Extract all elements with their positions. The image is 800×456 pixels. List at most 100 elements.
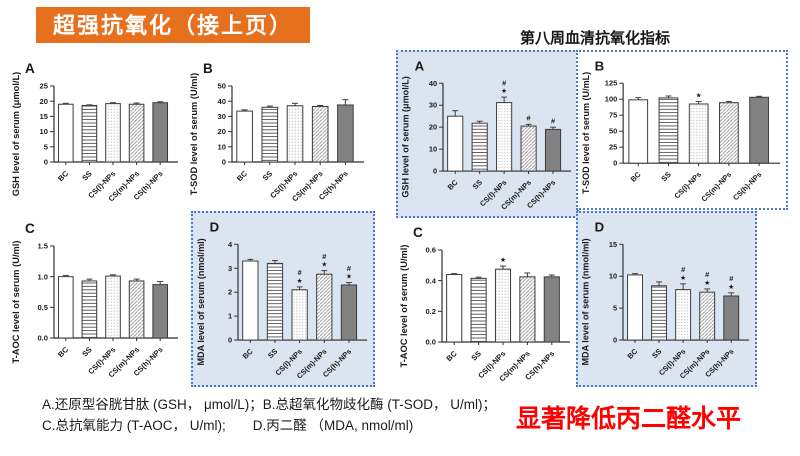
svg-text:SS: SS [650, 347, 663, 360]
svg-text:A: A [415, 59, 425, 74]
svg-text:10: 10 [40, 127, 48, 136]
bar-chart-left-taoc: 0.00.51.01.5BC SSCS(l)-NPsCS(m)-NPsCS(h)-… [11, 221, 178, 379]
svg-text:★: ★ [501, 88, 507, 95]
slide-title-banner: 超强抗氧化（接上页） [36, 7, 310, 43]
svg-text:1: 1 [228, 312, 232, 321]
svg-text:B: B [595, 59, 605, 74]
svg-text:T-AOC level of serum (U/ml): T-AOC level of serum (U/ml) [399, 245, 409, 368]
legend-footnote-line2: C.总抗氧能力 (T-AOC， U/ml); D.丙二醛 （MDA, nmol/… [42, 418, 414, 433]
svg-text:GSH level of serum (μmol/L): GSH level of serum (μmol/L) [11, 72, 21, 197]
svg-text:0: 0 [613, 159, 617, 168]
svg-text:C: C [413, 225, 423, 240]
svg-text:30: 30 [218, 112, 226, 121]
svg-text:BC: BC [625, 346, 639, 360]
svg-text:CS(l)-NPs: CS(l)-NPs [672, 170, 703, 200]
svg-text:A: A [25, 61, 35, 76]
svg-text:125: 125 [605, 79, 617, 88]
svg-text:0.0: 0.0 [425, 338, 436, 347]
svg-text:BC: BC [235, 169, 249, 183]
svg-text:★: ★ [704, 280, 710, 287]
svg-text:5: 5 [44, 142, 49, 151]
svg-text:15: 15 [609, 240, 617, 249]
svg-text:10: 10 [609, 272, 617, 281]
svg-text:50: 50 [218, 82, 226, 91]
svg-text:0.5: 0.5 [37, 303, 48, 312]
svg-text:10: 10 [218, 142, 226, 151]
legend-footnote-line1: A.还原型谷胱甘肽 (GSH， μmol/L)；B.总超氧化物歧化酶 (T-SO… [42, 397, 497, 412]
svg-text:20: 20 [40, 97, 48, 106]
chart-right-gsh-highlight-box: 0 10 20 30 40 BC SS ★ # CS(l)-NPs # CS(m)-NPs # CS(h)… [396, 50, 579, 218]
svg-text:SS: SS [261, 169, 275, 183]
svg-text:0.0: 0.0 [37, 334, 48, 343]
svg-text:40: 40 [218, 97, 226, 106]
svg-text:★: ★ [321, 262, 327, 269]
bar-chart-right-tsod: 0 25 50 75 100 125 BC SS ★ CS(l)-NPsCS(m)-NPsCS(h… [581, 59, 781, 204]
svg-text:50: 50 [609, 127, 617, 136]
chart-right-tsod-box: 0 25 50 75 100 125 BC SS ★ CS(l)-NPs CS(m)-NPs CS(h… [576, 50, 788, 210]
svg-text:3: 3 [228, 264, 232, 273]
svg-text:0: 0 [228, 336, 232, 345]
svg-text:D: D [595, 220, 605, 235]
svg-text:0: 0 [613, 336, 617, 345]
legend-footnote: A.还原型谷胱甘肽 (GSH， μmol/L)；B.总超氧化物歧化酶 (T-SO… [42, 394, 512, 436]
svg-text:★: ★ [728, 284, 734, 291]
svg-text:0: 0 [44, 158, 48, 167]
svg-text:CS(h)-NPs: CS(h)-NPs [731, 170, 763, 202]
svg-text:C: C [25, 221, 35, 236]
bar-chart-right-taoc: 0.00.20.40.6BC SS★CS(l)-NPsCS(m)-NPsCS(h)… [399, 225, 570, 383]
svg-text:5: 5 [613, 304, 617, 313]
svg-text:0.6: 0.6 [425, 246, 436, 255]
svg-text:T-SOD level of serum (U/ml): T-SOD level of serum (U/ml) [189, 73, 199, 195]
svg-text:T-AOC level of serum (U/ml): T-AOC level of serum (U/ml) [11, 241, 21, 364]
svg-text:0.2: 0.2 [425, 307, 436, 316]
svg-text:D: D [210, 220, 220, 235]
svg-text:25: 25 [609, 143, 617, 152]
conclusion-highlight-text: 显著降低丙二醛水平 [516, 405, 742, 433]
svg-text:BC: BC [446, 177, 460, 191]
chart-left-gsh: 0 5 10 15 20 25 BC SS CS(l)-NPs CS(m)-NPs CS(h)-NP… [8, 54, 184, 208]
svg-text:SS: SS [266, 347, 279, 360]
svg-text:1.0: 1.0 [37, 272, 48, 281]
svg-text:★: ★ [696, 93, 702, 100]
svg-text:#: # [705, 270, 709, 279]
svg-text:#: # [502, 78, 506, 87]
svg-text:4: 4 [228, 240, 233, 249]
svg-text:BC: BC [444, 349, 458, 363]
svg-text:75: 75 [609, 111, 617, 120]
chart-right-mda-highlight-box: 0 5 10 15 BC SS ★ # CS(l)-NPs ★ # CS(m)-NPs ★ # CS(h)-… [576, 211, 757, 387]
svg-text:0: 0 [433, 167, 437, 176]
chart-right-taoc: 0.0 0.2 0.4 0.6 BC SS ★ CS(l)-NPs CS(m)-NPs CS(h)… [396, 218, 576, 388]
chart-left-mda-highlight-box: 0 1 2 3 4 BC SS ★ # CS(l)-NPs ★ # CS(m)-NPs ★ # CS(h)-N… [191, 211, 375, 387]
svg-text:1.5: 1.5 [37, 242, 48, 251]
svg-text:#: # [729, 274, 733, 283]
slide-title: 超强抗氧化（接上页） [52, 13, 293, 38]
svg-text:40: 40 [429, 79, 437, 88]
svg-text:15: 15 [40, 112, 49, 121]
svg-text:BC: BC [56, 345, 70, 359]
svg-text:B: B [203, 61, 213, 76]
svg-text:★: ★ [500, 256, 506, 264]
chart-left-taoc: 0.0 0.5 1.0 1.5 BC SS CS(l)-NPs CS(m)-NPs CS(h)-… [8, 214, 184, 384]
svg-text:GSH level of serum (μmol/L): GSH level of serum (μmol/L) [401, 76, 411, 197]
svg-text:#: # [551, 116, 555, 125]
svg-text:2: 2 [228, 288, 232, 297]
svg-text:SS: SS [80, 345, 94, 359]
svg-text:#: # [322, 252, 326, 261]
svg-text:MDA level of serum (nmol/ml): MDA level of serum (nmol/ml) [196, 238, 206, 365]
svg-text:★: ★ [346, 274, 352, 281]
svg-text:10: 10 [429, 145, 437, 154]
svg-text:SS: SS [659, 170, 672, 183]
svg-text:0.4: 0.4 [425, 276, 436, 285]
svg-text:#: # [681, 265, 685, 274]
svg-text:BC: BC [241, 346, 255, 360]
svg-text:SS: SS [469, 349, 483, 363]
svg-text:30: 30 [429, 101, 437, 110]
svg-text:#: # [527, 113, 531, 122]
svg-text:SS: SS [80, 169, 94, 183]
